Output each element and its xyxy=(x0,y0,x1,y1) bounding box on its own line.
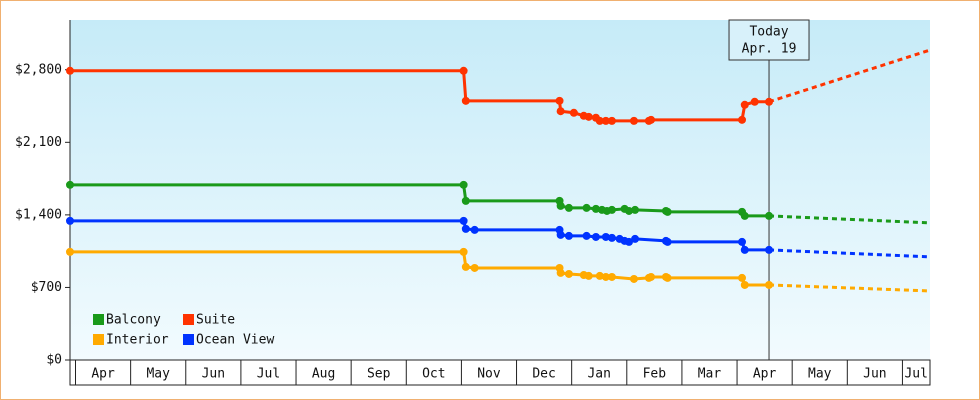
forecast-line xyxy=(768,48,931,104)
data-point xyxy=(750,97,759,106)
data-point xyxy=(629,116,638,125)
data-point xyxy=(556,107,565,116)
y-tick-label: $0 xyxy=(46,353,62,368)
x-tick-label: Feb xyxy=(643,367,667,382)
data-point xyxy=(663,237,672,246)
data-point xyxy=(584,112,593,121)
data-point xyxy=(740,211,749,220)
data-point xyxy=(601,232,610,241)
data-point xyxy=(461,196,470,205)
data-point xyxy=(591,232,600,241)
data-point xyxy=(663,207,672,216)
data-point xyxy=(607,116,616,125)
x-tick-label: Aug xyxy=(312,367,335,382)
x-tick-label: Jun xyxy=(202,367,225,382)
data-point xyxy=(601,116,610,125)
data-point xyxy=(738,115,747,124)
data-point xyxy=(66,216,74,225)
data-point xyxy=(66,180,74,189)
x-tick-label: May xyxy=(146,367,170,382)
data-point xyxy=(738,273,747,282)
data-point xyxy=(555,96,564,105)
x-tick-label: May xyxy=(808,367,832,382)
data-point xyxy=(601,272,610,281)
data-point xyxy=(461,96,470,105)
data-point xyxy=(582,231,591,240)
data-point xyxy=(556,201,565,210)
y-tick-label: $2,100 xyxy=(15,135,62,150)
data-point xyxy=(765,280,774,289)
data-point xyxy=(556,230,565,239)
x-tick-label: Dec xyxy=(532,367,555,382)
y-tick-label: $1,400 xyxy=(15,207,62,222)
data-point xyxy=(461,262,470,271)
data-point xyxy=(595,116,604,125)
data-point xyxy=(631,205,640,214)
data-point xyxy=(647,272,656,281)
x-tick-label: Oct xyxy=(422,367,445,382)
data-point xyxy=(470,225,479,234)
data-point xyxy=(66,247,74,256)
data-point xyxy=(461,224,470,233)
legend-swatch xyxy=(93,314,104,325)
data-point xyxy=(625,206,633,215)
data-point xyxy=(591,204,600,213)
data-point xyxy=(631,234,640,243)
x-tick-label: Jun xyxy=(863,367,886,382)
data-point xyxy=(607,205,616,214)
legend-swatch xyxy=(183,334,194,345)
legend-label: Ocean View xyxy=(196,333,274,348)
data-point xyxy=(459,247,468,256)
data-point xyxy=(459,216,468,225)
x-tick-label: Nov xyxy=(477,367,501,382)
data-point xyxy=(459,66,468,75)
data-point xyxy=(569,108,578,117)
data-point xyxy=(564,269,573,278)
legend-label: Suite xyxy=(196,313,235,328)
x-tick-label: Jul xyxy=(257,367,280,382)
x-tick-label: Apr xyxy=(753,367,777,382)
data-point xyxy=(663,273,672,282)
today-label: Apr. 19 xyxy=(742,42,797,57)
y-tick-label: $2,800 xyxy=(15,62,62,77)
today-label: Today xyxy=(749,25,788,40)
data-point xyxy=(647,115,656,124)
data-point xyxy=(556,268,565,277)
y-tick-label: $700 xyxy=(31,280,62,295)
data-point xyxy=(582,203,591,212)
data-point xyxy=(470,263,479,272)
data-point xyxy=(459,180,468,189)
plot-area xyxy=(70,20,930,360)
legend-label: Balcony xyxy=(106,313,161,328)
data-point xyxy=(765,245,774,254)
x-tick-label: Mar xyxy=(698,367,722,382)
data-point xyxy=(738,237,747,246)
data-point xyxy=(564,203,573,212)
data-point xyxy=(564,231,573,240)
x-axis-band xyxy=(69,359,931,386)
data-point xyxy=(625,237,633,246)
x-tick-label: Jul xyxy=(904,367,927,382)
data-point xyxy=(584,271,593,280)
data-point xyxy=(765,97,774,106)
legend-swatch xyxy=(183,314,194,325)
legend-swatch xyxy=(93,334,104,345)
today-box xyxy=(728,19,810,61)
x-tick-label: Jan xyxy=(587,367,610,382)
data-point xyxy=(740,245,749,254)
data-point xyxy=(607,272,616,281)
data-point xyxy=(629,274,638,283)
data-point xyxy=(66,66,74,75)
x-tick-label: Apr xyxy=(91,367,115,382)
data-point xyxy=(740,100,749,109)
data-point xyxy=(607,233,616,242)
x-tick-label: Sep xyxy=(367,367,391,382)
data-point xyxy=(595,271,604,280)
data-point xyxy=(740,280,749,289)
legend-label: Interior xyxy=(106,333,169,348)
data-point xyxy=(765,211,774,220)
